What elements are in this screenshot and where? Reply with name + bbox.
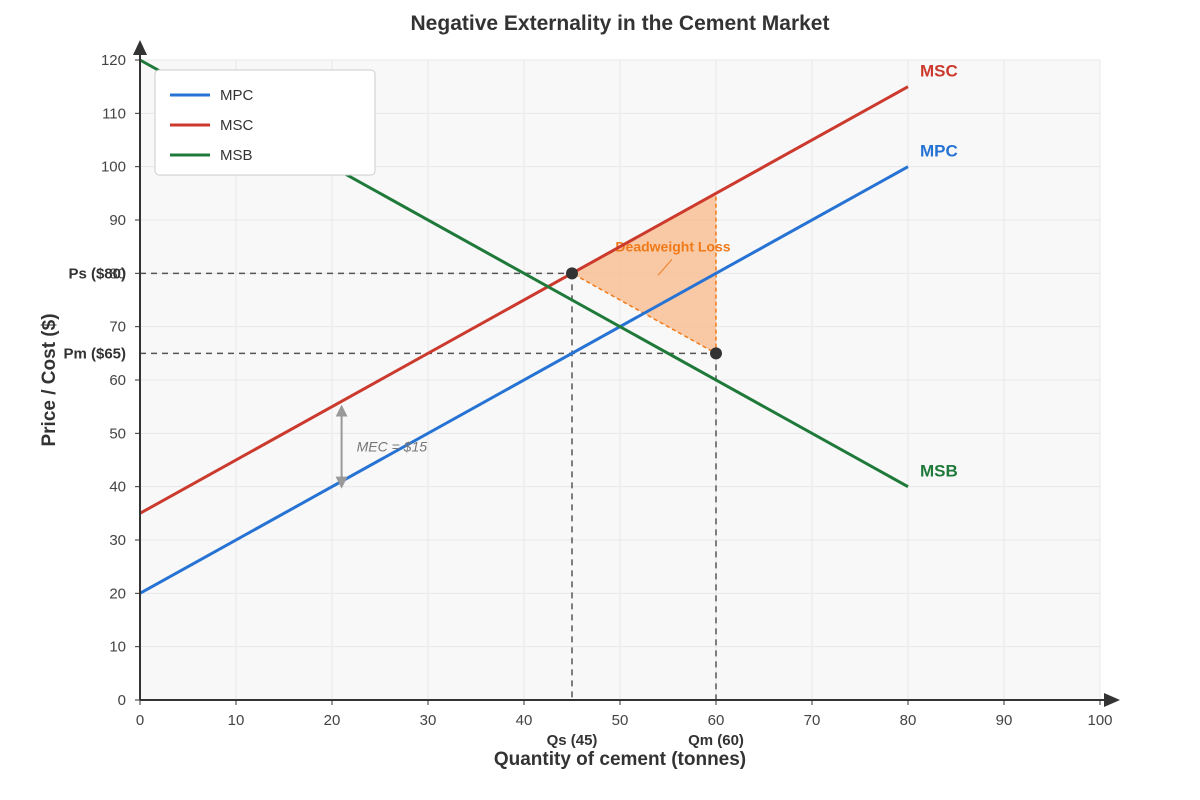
x-tick-label: 30 — [420, 712, 437, 729]
y-tick-label: 0 — [118, 692, 126, 709]
y-tick-label: 40 — [109, 479, 126, 496]
x-tick-label: 90 — [996, 712, 1013, 729]
y-tick-label: 30 — [109, 532, 126, 549]
y-tick-label: 60 — [109, 372, 126, 389]
x-tick-label: 100 — [1087, 712, 1112, 729]
y-axis-arrow — [133, 40, 147, 55]
y-tick-label: 10 — [109, 639, 126, 656]
x-tick-label: 70 — [804, 712, 821, 729]
mpc-end-label: MPC — [920, 142, 958, 161]
legend-label-msc: MSC — [220, 117, 254, 134]
y-tick-label: 110 — [102, 105, 126, 122]
legend-label-mpc: MPC — [220, 87, 254, 104]
equilibrium-point — [566, 267, 578, 280]
x-tick-label: 50 — [612, 712, 629, 729]
ps-label: Ps ($80) — [68, 265, 126, 282]
equilibrium-point — [710, 347, 722, 360]
annotations: MEC = $15 — [335, 404, 428, 489]
y-tick-label: 50 — [109, 425, 126, 442]
y-tick-label: 120 — [101, 52, 126, 69]
qm-label: Qm (60) — [688, 732, 744, 749]
x-tick-label: 20 — [324, 712, 341, 729]
deadweight-loss-pointer — [657, 259, 673, 276]
x-tick-label: 40 — [516, 712, 533, 729]
legend: MPC MSC MSB — [154, 69, 376, 176]
y-tick-label: 90 — [109, 212, 126, 229]
msc-line — [139, 85, 909, 515]
x-tick-label: 80 — [900, 712, 917, 729]
msb-end-label: MSB — [920, 462, 958, 481]
y-tick-label: 70 — [109, 319, 126, 336]
y-axis-label: Price / Cost ($) — [39, 313, 60, 446]
x-tick-label: 10 — [228, 712, 245, 729]
mec-label: MEC = $15 — [357, 439, 428, 455]
x-axis-arrow — [1104, 693, 1120, 707]
pm-label: Pm ($65) — [63, 345, 126, 362]
x-tick-label: 0 — [136, 712, 144, 729]
legend-box — [154, 69, 376, 176]
y-tick-label: 80 — [109, 265, 126, 282]
tick-labels: 0 10 20 30 40 50 60 70 80 90 100 0 10 20 30 40 50 60 70 80 9… — [101, 52, 1113, 729]
legend-label-msb: MSB — [220, 147, 253, 164]
y-tick-label: 100 — [101, 159, 126, 176]
y-tick-label: 20 — [109, 585, 126, 602]
msc-end-label: MSC — [920, 62, 958, 81]
x-axis-label: Quantity of cement (tonnes) — [494, 749, 746, 770]
mpc-line — [139, 165, 909, 595]
qs-label: Qs (45) — [547, 732, 598, 749]
equilibrium-points — [566, 267, 722, 360]
deadweight-loss-label: Deadweight Loss — [615, 238, 730, 254]
x-tick-label: 60 — [708, 712, 725, 729]
chart-title: Negative Externality in the Cement Marke… — [411, 12, 830, 35]
